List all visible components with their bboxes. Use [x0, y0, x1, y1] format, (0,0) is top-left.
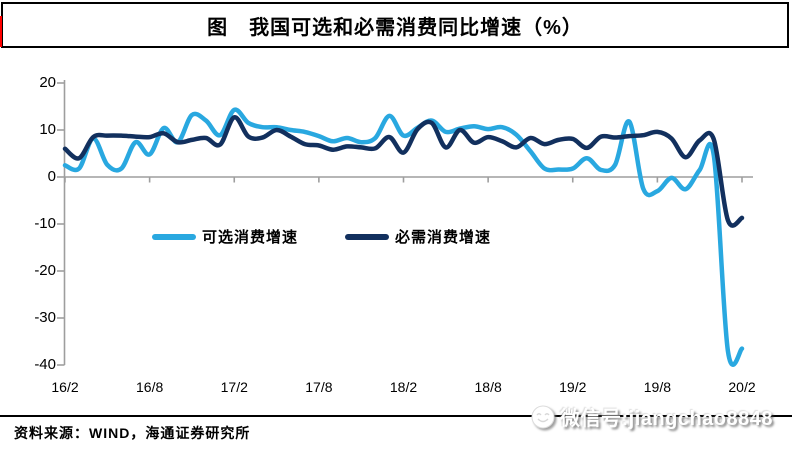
- y-tick-label: -30: [34, 309, 56, 326]
- x-tick-label: 19/2: [559, 379, 587, 395]
- series-line-necessity-consumption: [62, 115, 745, 228]
- axes: [57, 80, 753, 366]
- x-tick-label: 18/8: [474, 379, 502, 395]
- y-tick-label: 0: [47, 168, 56, 185]
- footer-divider: [0, 415, 792, 417]
- x-tick-label: 16/8: [136, 379, 164, 395]
- legend-item-optional: 可选消费增速: [152, 226, 298, 247]
- x-tick-label: 20/2: [728, 379, 756, 395]
- legend-swatch-optional: [152, 233, 196, 240]
- legend-item-necessity: 必需消费增速: [345, 226, 491, 247]
- legend-label-necessity: 必需消费增速: [395, 229, 492, 246]
- legend-swatch-necessity: [345, 233, 389, 240]
- red-edge-mark: [0, 16, 2, 47]
- x-tick-label: 17/8: [305, 379, 333, 395]
- smiley-face-icon: [531, 405, 555, 428]
- x-tick-label: 17/2: [220, 379, 248, 395]
- x-tick-label: 16/2: [51, 379, 79, 395]
- y-tick-label: -10: [34, 215, 56, 232]
- y-tick-label: 20: [39, 74, 56, 91]
- y-tick-label: 10: [39, 121, 56, 138]
- y-tick-label: -40: [34, 356, 56, 373]
- wechat-watermark-text: 微信号:jiangchao8848: [560, 408, 774, 430]
- wechat-watermark: 微信号:jiangchao8848: [530, 402, 773, 431]
- x-tick-label: 19/8: [643, 379, 671, 395]
- legend-label-optional: 可选消费增速: [202, 229, 299, 246]
- chart-title-box: 图 我国可选和必需消费同比增速（%）: [1, 2, 789, 48]
- x-tick-label: 18/2: [389, 379, 418, 395]
- chart-title: 图 我国可选和必需消费同比增速（%）: [207, 16, 583, 39]
- source-note: 资料来源：WIND，海通证券研究所: [14, 425, 251, 441]
- y-tick-label: -20: [34, 262, 56, 279]
